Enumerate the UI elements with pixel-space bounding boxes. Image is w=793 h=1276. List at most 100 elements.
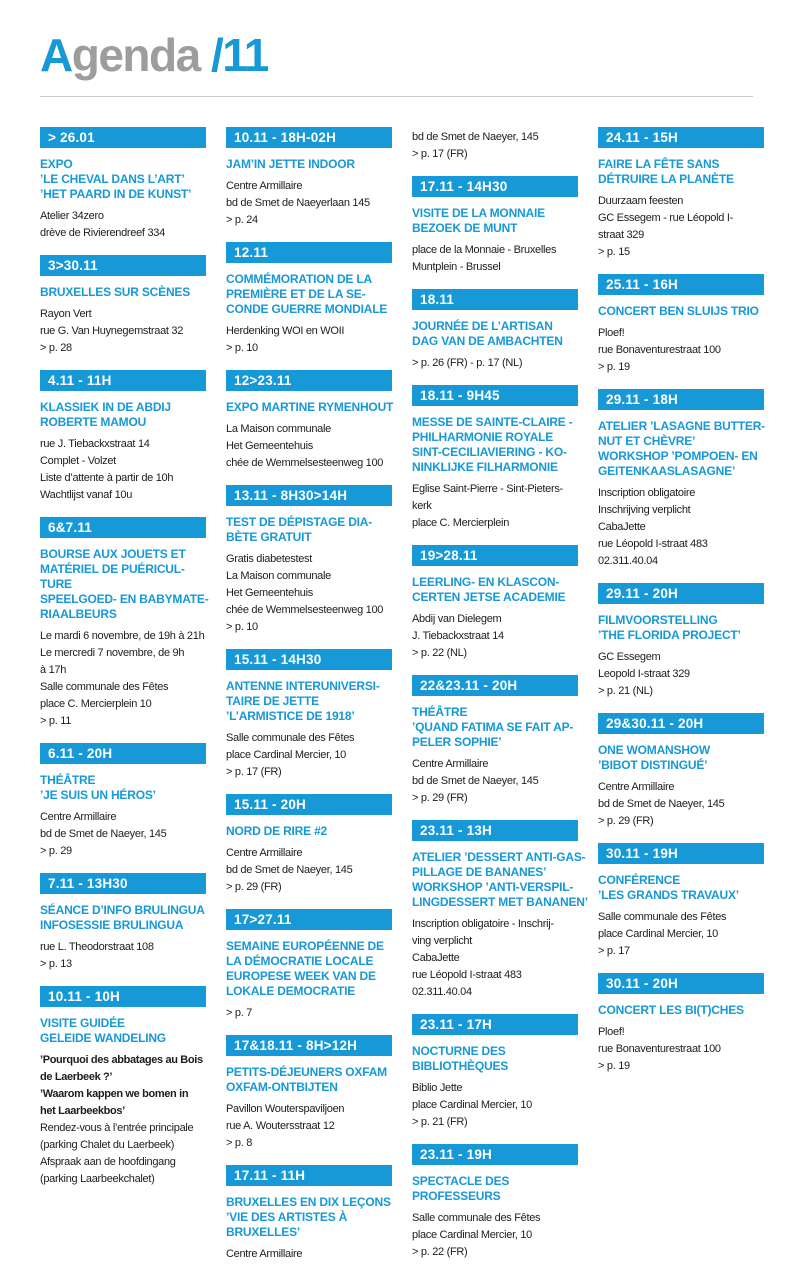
event-entry: 15.11 - 14H30 ANTENNE INTERUNIVERSI- TAIRE… [226,649,392,781]
event-detail-line: Herdenking WOI en WOII [226,325,345,337]
header-divider [40,96,753,97]
event-title-line: JOURNÉE DE L’ARTISAN [412,319,553,333]
event-title-line: JAM’IN JETTE INDOOR [226,157,355,171]
event-date-banner: 4.11 - 11H [40,370,206,391]
event-detail-line: > p. 29 (FR) [412,792,468,804]
event-title-line: RIAALBEURS [40,607,117,621]
event-title: LEERLING- EN KLASCON- CERTEN JETSE ACADEM… [412,575,578,605]
event-detail-line: Het Gemeentehuis [226,587,313,599]
event-entry: 12>23.11 EXPO MARTINE RYMENHOUT La Maison … [226,370,394,472]
event-title: EXPO ’LE CHEVAL DANS L’ART’ ’HET PAARD IN … [40,157,206,202]
event-title-line: CONCERT BEN SLUIJS TRIO [598,304,759,318]
event-detail-line: chée de Wemmelsesteenweg 100 [226,457,384,469]
event-title-line: PROFESSEURS [412,1189,501,1203]
event-title-line: FILMVOORSTELLING [598,613,718,627]
event-detail-line: bd de Smet de Naeyerlaan 145 [226,197,370,209]
event-detail-line: rue G. Van Huynegemstraat 32 [40,325,184,337]
event-title-line: ’BIBOT DISTINGUÉ’ [598,758,708,772]
event-title-line: FAIRE LA FÊTE SANS [598,157,720,171]
event-title: NORD DE RIRE #2 [226,824,392,839]
event-date-banner: 17&18.11 - 8H>12H [226,1035,392,1056]
event-detail-line: J. Tiebackxstraat 14 [412,630,504,642]
event-title-line: NORD DE RIRE #2 [226,824,328,838]
event-detail-line: bd de Smet de Naeyer, 145 [598,798,725,810]
event-date-banner: 6.11 - 20H [40,743,206,764]
event-detail-line: > p. 21 (NL) [598,685,653,697]
event-title-line: PETITS-DÉJEUNERS OXFAM [226,1065,387,1079]
event-title-line: ’LES GRANDS TRAVAUX’ [598,888,739,902]
event-title-line: LEERLING- EN KLASCON- [412,575,560,589]
event-detail-line: > p. 17 (FR) [412,148,468,160]
event-title-line: LOKALE DEMOCRATIE [226,984,356,998]
event-detail-line: Ploef! [598,327,625,339]
event-entry: 29&30.11 - 20H ONE WOMANSHOW ’BIBOT DISTIN… [598,713,764,830]
agenda-column: 10.11 - 18H-02H JAM’IN JETTE INDOOR Centre… [226,127,394,1276]
event-entry: 3>30.11 BRUXELLES SUR SCÈNES Rayon Vert rue… [40,255,206,357]
event-title-line: WORKSHOP ’ANTI-VERSPIL- [412,880,574,894]
event-title-line: BRUXELLES SUR SCÈNES [40,285,191,299]
event-title: SPECTACLE DES PROFESSEURS [412,1174,578,1204]
event-detail-line: ’Pourquoi des abbatages au Bois [40,1054,203,1066]
event-detail-line: ’Waarom kappen we bomen in [40,1088,189,1100]
event-title: ATELIER ’LASAGNE BUTTER- NUT ET CHÈVRE’ WO… [598,419,765,479]
event-date-banner: 17.11 - 14H30 [412,176,578,197]
event-title-line: MATÉRIEL DE PUÉRICUL- [40,562,185,576]
event-detail-line: Inschrijving verplicht [598,504,691,516]
event-title-line: MESSE DE SAINTE-CLAIRE - [412,415,573,429]
event-title-line: ANTENNE INTERUNIVERSI- [226,679,380,693]
event-detail-line: place Cardinal Mercier, 10 [598,928,718,940]
event-detail-line: bd de Smet de Naeyer, 145 [40,828,167,840]
event-entry: > 26.01 EXPO ’LE CHEVAL DANS L’ART’ ’HET PA… [40,127,206,242]
event-entry: 6&7.11 BOURSE AUX JOUETS ET MATÉRIEL DE PU… [40,517,209,730]
event-detail-line: drève de Rivierendreef 334 [40,227,165,239]
page-title: Agenda /11 [40,30,753,80]
event-title-line: NOCTURNE DES [412,1044,506,1058]
event-title-line: GEITENKAASLASAGNE’ [598,464,736,478]
event-detail-line: Abdij van Dielegem [412,613,502,625]
event-date-banner: 18.11 - 9H45 [412,385,578,406]
event-detail-line: Centre Armillaire [226,847,303,859]
event-detail-line: Inscription obligatoire - Inschrij- [412,918,554,930]
event-detail-line: > p. 24 [226,214,258,226]
event-title: MESSE DE SAINTE-CLAIRE - PHILHARMONIE ROY… [412,415,578,475]
event-date-banner: 22&23.11 - 20H [412,675,578,696]
event-date-banner: 19>28.11 [412,545,578,566]
event-detail-line: > p. 29 [40,845,72,857]
event-title-line: NINKLIJKE FILHARMONIE [412,460,558,474]
event-detail-line: place Cardinal Mercier, 10 [412,1229,532,1241]
event-title-line: TAIRE DE JETTE [226,694,319,708]
event-date-banner: 10.11 - 10H [40,986,206,1007]
event-detail-line: > p. 28 [40,342,72,354]
event-detail-line: Salle communale des Fêtes [40,681,169,693]
event-entry: 17&18.11 - 8H>12H PETITS-DÉJEUNERS OXFAM O… [226,1035,392,1152]
event-detail-line: à 17h [40,664,67,676]
event-detail-line: Le mercredi 7 novembre, de 9h [40,647,185,659]
event-title-line: INFOSESSIE BRULINGUA [40,918,184,932]
event-detail-line: Rendez-vous à l’entrée principale [40,1122,194,1134]
event-title-line: ATELIER ’LASAGNE BUTTER- [598,419,765,433]
event-date-banner: > 26.01 [40,127,206,148]
event-date-banner: 7.11 - 13H30 [40,873,206,894]
event-date-banner: 23.11 - 19H [412,1144,578,1165]
event-date-banner: 29.11 - 20H [598,583,764,604]
event-title-line: LA DÉMOCRATIE LOCALE [226,954,374,968]
event-title-line: EXPO MARTINE RYMENHOUT [226,400,394,414]
event-entry: 30.11 - 19H CONFÉRENCE ’LES GRANDS TRAVAUX… [598,843,764,960]
event-title: CONFÉRENCE ’LES GRANDS TRAVAUX’ [598,873,764,903]
event-date-banner: 12>23.11 [226,370,392,391]
event-detail-line: > p. 29 (FR) [598,815,654,827]
event-detail-line: Ploef! [598,1026,625,1038]
event-title-line: BRUXELLES EN DIX LEÇONS [226,1195,391,1209]
event-detail-line: Pavillon Wouterspaviljoen [226,1103,345,1115]
event-title-line: SINT-CECILIAVIERING - KO- [412,445,567,459]
event-entry: 22&23.11 - 20H THÉÂTRE ’QUAND FATIMA SE FA… [412,675,578,807]
event-title: TEST DE DÉPISTAGE DIA- BÈTE GRATUIT [226,515,392,545]
event-title-line: NUT ET CHÈVRE’ [598,434,696,448]
event-detail-line: place Cardinal Mercier, 10 [226,749,346,761]
event-detail-line: > p. 17 (FR) [226,766,282,778]
event-detail-line: rue Bonaventurestraat 100 [598,1043,721,1055]
event-detail-line: Leopold I-straat 329 [598,668,690,680]
event-title-line: PELER SOPHIE’ [412,735,502,749]
event-title: SEMAINE EUROPÉENNE DE LA DÉMOCRATIE LOCAL… [226,939,392,999]
event-entry: 10.11 - 18H-02H JAM’IN JETTE INDOOR Centre… [226,127,392,229]
